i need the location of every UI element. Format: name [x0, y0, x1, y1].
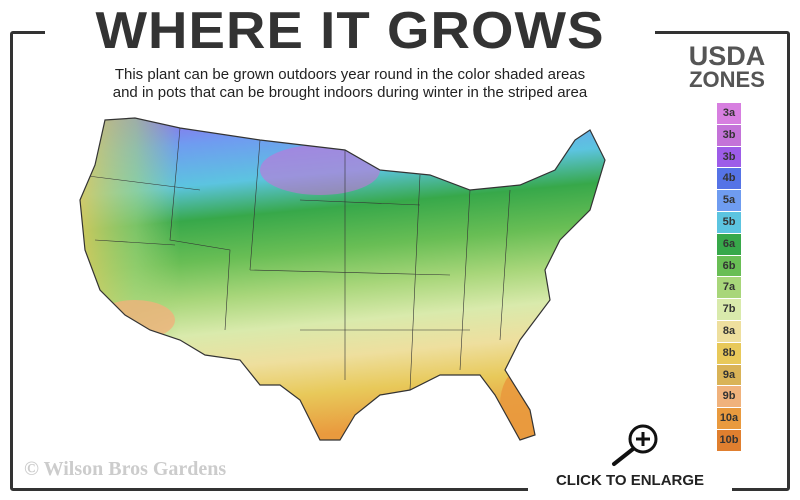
click-to-enlarge-button[interactable]: CLICK TO ENLARGE [555, 472, 705, 489]
legend-zone-3b: 3b [717, 146, 741, 168]
page-title: WHERE IT GROWS [95, 2, 605, 60]
legend-zone-5b: 5b [717, 211, 741, 233]
legend-zone-3b: 3b [717, 124, 741, 146]
legend-zone-8b: 8b [717, 342, 741, 364]
legend-zone-7a: 7a [717, 277, 741, 299]
legend-zone-4b: 4b [717, 168, 741, 190]
legend-zone-9a: 9a [717, 364, 741, 386]
legend-zone-6a: 6a [717, 233, 741, 255]
legend-title: USDA ZONES [672, 41, 782, 92]
legend-zone-6b: 6b [717, 255, 741, 277]
watermark: © Wilson Bros Gardens [24, 458, 227, 480]
magnifier-plus-icon[interactable] [606, 420, 666, 470]
legend-zone-5a: 5a [717, 190, 741, 211]
legend-zone-8a: 8a [717, 320, 741, 342]
legend-zone-3a: 3a [717, 103, 741, 124]
subtitle-line: This plant can be grown outdoors year ro… [114, 66, 586, 83]
legend-zone-7b: 7b [717, 299, 741, 320]
frame-gap [45, 25, 655, 39]
subtitle: This plant can be grown outdoors year ro… [40, 66, 660, 102]
legend-title-line2: ZONES [689, 67, 765, 92]
frame-gap [528, 478, 732, 492]
zone-legend: 3a 3b 3b 4b 5a 5b 6a 6b 7a 7b 8a 8b 9a 9b 10a 10b [717, 103, 741, 452]
subtitle-line: and in pots that can be brought indoors … [112, 84, 588, 101]
legend-title-line1: USDA [688, 41, 766, 71]
legend-zone-10b: 10b [717, 429, 741, 451]
state-borders [80, 127, 511, 391]
legend-zone-10a: 10a [717, 408, 741, 429]
legend-zone-9b: 9b [717, 386, 741, 408]
